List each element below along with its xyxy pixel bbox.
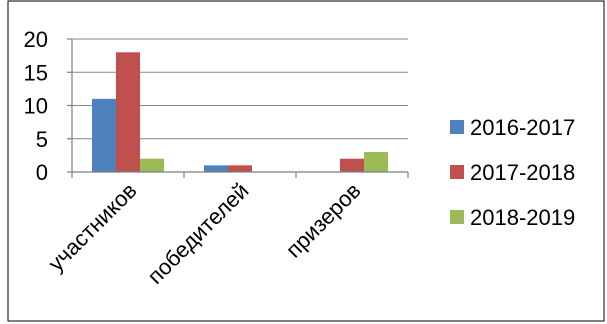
y-tick-labels: 0 5 10 15 20 xyxy=(24,27,48,185)
bar xyxy=(140,158,164,172)
y-tick-label: 5 xyxy=(36,127,48,152)
y-tick-label: 10 xyxy=(24,94,48,119)
x-category-label: победителей xyxy=(142,178,253,289)
chart-border xyxy=(7,0,605,322)
legend-label: 2017-2018 xyxy=(470,160,575,185)
bar xyxy=(228,165,252,172)
bar xyxy=(116,52,140,172)
legend-swatch xyxy=(450,165,464,179)
x-category-label: призеров xyxy=(281,178,366,263)
bars xyxy=(92,52,388,172)
x-category-labels: участников победителей призеров xyxy=(43,178,365,289)
legend-swatch xyxy=(450,210,464,224)
bar xyxy=(204,165,228,172)
legend-label: 2016-2017 xyxy=(470,115,575,140)
x-category-label: участников xyxy=(43,178,141,276)
y-tick-label: 15 xyxy=(24,60,48,85)
legend: 2016-2017 2017-2018 2018-2019 xyxy=(450,115,575,230)
bar xyxy=(92,98,116,172)
y-tick-label: 0 xyxy=(36,160,48,185)
y-tick-label: 20 xyxy=(24,27,48,52)
legend-label: 2018-2019 xyxy=(470,205,575,230)
axes xyxy=(7,0,605,322)
bar xyxy=(364,152,388,172)
bar xyxy=(340,158,364,172)
legend-swatch xyxy=(450,120,464,134)
